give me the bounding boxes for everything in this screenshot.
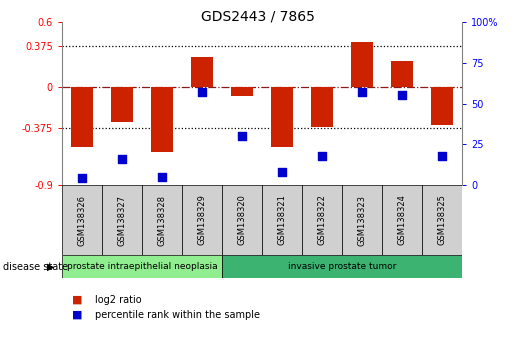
Bar bbox=[182, 185, 222, 255]
Text: GSM138321: GSM138321 bbox=[278, 195, 286, 245]
Point bbox=[318, 153, 326, 159]
Bar bbox=[71, 87, 93, 147]
Text: invasive prostate tumor: invasive prostate tumor bbox=[288, 262, 396, 271]
Bar bbox=[311, 87, 333, 127]
Bar bbox=[62, 185, 102, 255]
Text: ■: ■ bbox=[72, 295, 83, 305]
Point bbox=[358, 89, 366, 95]
Bar bbox=[222, 185, 262, 255]
Bar bbox=[422, 185, 462, 255]
Point bbox=[238, 133, 246, 139]
Text: ▶: ▶ bbox=[46, 262, 54, 272]
Bar bbox=[262, 185, 302, 255]
Bar bbox=[222, 255, 462, 278]
Bar bbox=[151, 87, 173, 153]
Text: GSM138326: GSM138326 bbox=[77, 194, 87, 246]
Bar bbox=[191, 57, 213, 87]
Bar bbox=[111, 87, 133, 122]
Bar bbox=[231, 87, 253, 96]
Point bbox=[78, 176, 86, 181]
Point bbox=[118, 156, 126, 162]
Point bbox=[198, 89, 206, 95]
Bar bbox=[302, 185, 342, 255]
Text: GSM138327: GSM138327 bbox=[117, 194, 127, 246]
Text: GSM138328: GSM138328 bbox=[158, 194, 166, 246]
Text: prostate intraepithelial neoplasia: prostate intraepithelial neoplasia bbox=[66, 262, 217, 271]
Point bbox=[158, 174, 166, 180]
Text: GSM138320: GSM138320 bbox=[237, 195, 247, 245]
Bar bbox=[62, 255, 222, 278]
Text: GDS2443 / 7865: GDS2443 / 7865 bbox=[200, 10, 315, 24]
Text: GSM138322: GSM138322 bbox=[318, 195, 327, 245]
Text: GSM138324: GSM138324 bbox=[398, 195, 406, 245]
Bar bbox=[431, 87, 453, 125]
Text: GSM138329: GSM138329 bbox=[197, 195, 207, 245]
Bar bbox=[271, 87, 293, 147]
Text: GSM138325: GSM138325 bbox=[438, 195, 447, 245]
Text: disease state: disease state bbox=[3, 262, 67, 272]
Point bbox=[438, 153, 446, 159]
Bar bbox=[382, 185, 422, 255]
Point bbox=[398, 92, 406, 98]
Text: percentile rank within the sample: percentile rank within the sample bbox=[95, 310, 261, 320]
Text: log2 ratio: log2 ratio bbox=[95, 295, 142, 305]
Bar bbox=[102, 185, 142, 255]
Text: ■: ■ bbox=[72, 310, 83, 320]
Text: GSM138323: GSM138323 bbox=[357, 194, 367, 246]
Bar bbox=[351, 41, 373, 87]
Bar bbox=[342, 185, 382, 255]
Point bbox=[278, 169, 286, 175]
Bar bbox=[142, 185, 182, 255]
Bar bbox=[391, 61, 413, 87]
